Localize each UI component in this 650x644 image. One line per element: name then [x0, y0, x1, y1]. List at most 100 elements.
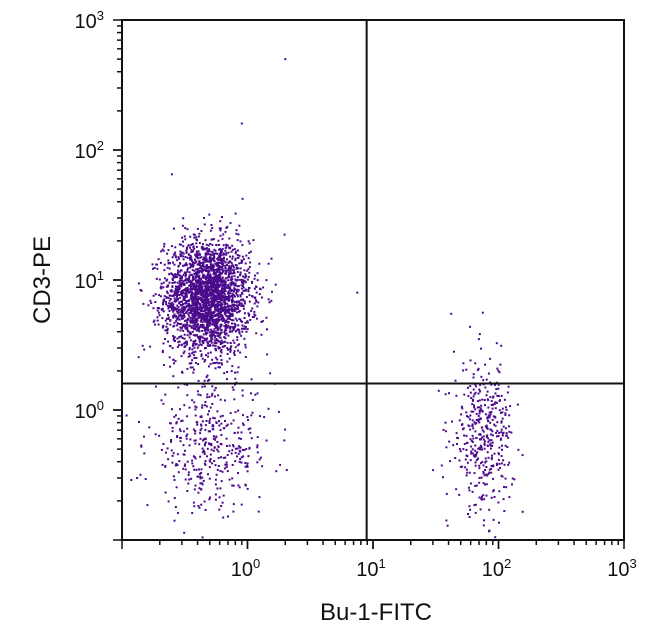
- data-point: [177, 265, 180, 268]
- data-point: [221, 276, 224, 279]
- data-point: [484, 404, 486, 407]
- data-point: [191, 307, 193, 310]
- data-point: [210, 288, 213, 291]
- data-point: [197, 491, 200, 494]
- data-point: [215, 339, 218, 342]
- data-point: [251, 281, 253, 284]
- data-point: [192, 351, 195, 354]
- data-point: [175, 298, 178, 301]
- data-point: [201, 321, 204, 324]
- data-point: [206, 249, 209, 252]
- data-point: [183, 312, 186, 315]
- data-point: [223, 311, 226, 314]
- data-point: [208, 477, 211, 480]
- data-point: [470, 439, 473, 442]
- data-point: [225, 253, 228, 256]
- data-point: [222, 341, 225, 344]
- data-point: [196, 280, 199, 283]
- data-point: [203, 444, 206, 447]
- data-point: [218, 294, 221, 297]
- data-point: [198, 274, 201, 277]
- data-point: [201, 420, 204, 423]
- data-point: [477, 447, 480, 450]
- data-point: [471, 399, 474, 402]
- data-point: [183, 345, 186, 348]
- data-point: [508, 496, 511, 499]
- data-point: [209, 256, 211, 259]
- data-point: [236, 276, 239, 279]
- data-point: [213, 256, 216, 258]
- data-point: [226, 470, 229, 473]
- data-point: [198, 307, 201, 310]
- data-point: [503, 486, 505, 488]
- data-point: [258, 287, 261, 290]
- data-point: [139, 473, 142, 476]
- data-point: [229, 327, 232, 330]
- data-point: [205, 329, 208, 331]
- data-point: [244, 326, 247, 328]
- data-point: [225, 297, 228, 300]
- data-point: [206, 295, 209, 298]
- data-point: [203, 256, 205, 259]
- data-point: [166, 322, 169, 325]
- data-point: [185, 323, 188, 326]
- data-point: [210, 297, 213, 299]
- data-point: [215, 326, 218, 329]
- data-point: [221, 318, 223, 321]
- data-point: [218, 420, 220, 423]
- data-point: [219, 299, 222, 302]
- data-point: [198, 241, 201, 244]
- data-point: [182, 282, 184, 285]
- data-point: [218, 316, 221, 319]
- data-point: [218, 285, 221, 288]
- data-point: [465, 411, 468, 414]
- data-point: [156, 319, 159, 322]
- data-point: [215, 296, 218, 299]
- data-point: [204, 401, 207, 403]
- data-point: [218, 227, 221, 230]
- data-point: [488, 508, 491, 511]
- data-point: [190, 321, 193, 324]
- data-point: [220, 480, 223, 483]
- data-point: [484, 469, 487, 471]
- data-point: [219, 308, 222, 311]
- data-point: [194, 343, 197, 346]
- data-point: [187, 482, 190, 485]
- data-point: [491, 454, 493, 457]
- data-point: [220, 505, 223, 507]
- y-axis-title: CD3-PE: [29, 236, 56, 324]
- data-point: [191, 344, 194, 347]
- data-point: [479, 417, 482, 420]
- data-point: [505, 432, 508, 435]
- data-point: [194, 313, 197, 316]
- data-point: [191, 317, 194, 320]
- data-point: [500, 344, 503, 347]
- data-point: [162, 310, 165, 313]
- data-point: [192, 298, 195, 301]
- data-point: [204, 331, 207, 334]
- data-point: [226, 258, 228, 261]
- data-point: [470, 450, 473, 453]
- data-point: [209, 307, 211, 310]
- data-point: [224, 327, 227, 330]
- data-point: [213, 336, 216, 339]
- data-point: [259, 415, 261, 418]
- data-point: [166, 252, 169, 255]
- data-point: [222, 316, 225, 319]
- data-point: [208, 319, 211, 322]
- data-point: [498, 490, 501, 493]
- data-point: [210, 275, 213, 278]
- data-point: [194, 276, 197, 279]
- data-point: [179, 430, 182, 433]
- data-point: [164, 491, 167, 494]
- data-point: [224, 456, 227, 459]
- data-point: [232, 419, 235, 422]
- data-point: [496, 367, 499, 370]
- data-point: [189, 320, 192, 322]
- data-point: [209, 229, 212, 232]
- data-point: [231, 315, 234, 318]
- data-point: [468, 471, 471, 474]
- data-point: [483, 447, 486, 450]
- data-point: [243, 325, 246, 328]
- data-point: [458, 448, 461, 450]
